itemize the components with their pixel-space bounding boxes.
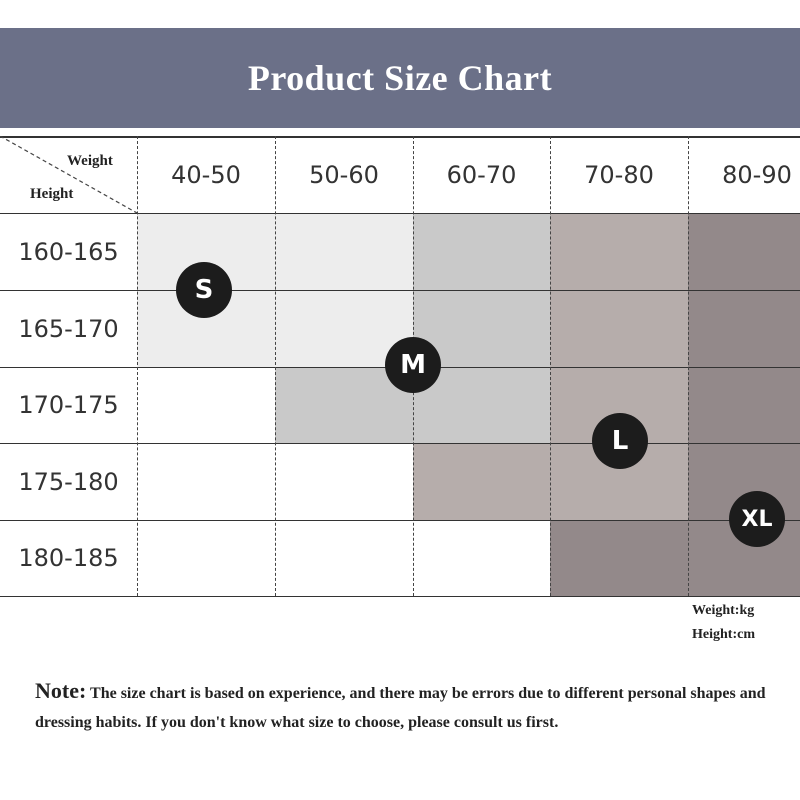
size-cell-xl bbox=[688, 213, 800, 290]
size-badge-s: S bbox=[176, 262, 232, 318]
size-cell-l bbox=[550, 213, 688, 290]
page-title: Product Size Chart bbox=[247, 58, 553, 98]
size-cell-m bbox=[413, 213, 550, 290]
column-divider bbox=[688, 136, 689, 596]
height-unit: Height:cm bbox=[692, 627, 755, 642]
row-divider bbox=[0, 596, 800, 597]
size-badge-m: M bbox=[385, 337, 441, 393]
column-divider bbox=[550, 136, 551, 596]
height-header: 180-185 bbox=[18, 544, 119, 572]
weight-header: 40-50 bbox=[171, 160, 241, 189]
size-badge-xl: XL bbox=[729, 491, 785, 547]
size-cell-s bbox=[275, 213, 413, 290]
weight-header: 70-80 bbox=[584, 160, 654, 189]
weight-header: 80-90 bbox=[722, 160, 792, 189]
size-badge-l: L bbox=[592, 413, 648, 469]
column-divider bbox=[137, 136, 138, 596]
title-banner: Product Size Chart bbox=[0, 28, 800, 128]
corner-height-label: Height bbox=[30, 186, 74, 202]
weight-header: 50-60 bbox=[309, 160, 379, 189]
corner-diagonal bbox=[0, 136, 137, 213]
size-note: Note: The size chart is based on experie… bbox=[35, 676, 795, 737]
corner-weight-label: Weight bbox=[67, 153, 113, 169]
column-divider bbox=[275, 136, 276, 596]
size-cell-xl bbox=[550, 520, 688, 596]
size-cell-l bbox=[413, 443, 550, 520]
size-cell-l bbox=[550, 290, 688, 367]
row-divider bbox=[0, 213, 800, 214]
row-divider bbox=[0, 520, 800, 521]
row-divider bbox=[0, 136, 800, 138]
weight-unit: Weight:kg bbox=[692, 603, 755, 618]
height-header: 165-170 bbox=[18, 314, 119, 343]
size-cell-xl bbox=[688, 290, 800, 367]
height-header: 175-180 bbox=[18, 467, 119, 496]
note-label: Note: bbox=[35, 678, 87, 703]
weight-header: 60-70 bbox=[446, 160, 517, 189]
note-text: The size chart is based on experience, a… bbox=[35, 685, 766, 731]
size-cell-xl bbox=[688, 367, 800, 443]
height-header: 160-165 bbox=[18, 237, 119, 266]
row-divider bbox=[0, 443, 800, 444]
row-divider bbox=[0, 290, 800, 291]
height-header: 170-175 bbox=[18, 391, 119, 419]
